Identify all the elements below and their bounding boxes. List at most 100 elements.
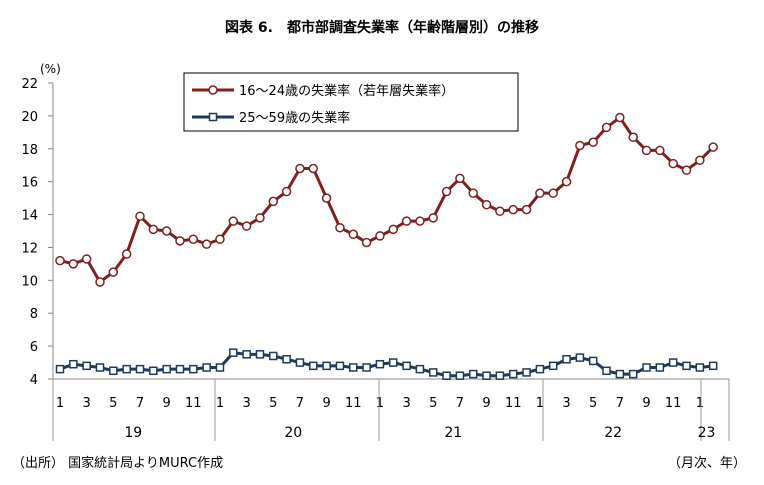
legend-item-2: 25～59歳の失業率 (192, 110, 350, 126)
data-point (508, 369, 518, 379)
data-point (548, 361, 558, 371)
y-axis-unit-label: (%) (40, 62, 61, 76)
source-note: （出所） 国家統計局よりMURC作成 (12, 456, 224, 471)
data-point (241, 221, 252, 231)
data-point (415, 216, 425, 226)
data-point (455, 371, 465, 380)
data-point (455, 173, 465, 184)
data-point (615, 112, 625, 123)
data-point (68, 259, 79, 269)
data-point (148, 224, 159, 235)
x-tick-label: 9 (322, 396, 330, 411)
data-point (162, 364, 171, 374)
data-point (215, 234, 225, 244)
data-point (521, 204, 532, 215)
x-tick-label: 11 (505, 396, 522, 411)
y-tick-label: 10 (21, 274, 38, 289)
data-point (481, 199, 492, 210)
data-point (428, 368, 438, 377)
data-point (55, 364, 65, 374)
x-year-label: 22 (604, 425, 622, 441)
chart-title: 図表 6. 都市部調査失業率（年齢階層別）の推移 (225, 20, 539, 36)
x-year-label: 23 (698, 425, 716, 441)
data-point (321, 193, 332, 203)
data-point (641, 145, 652, 156)
data-point (468, 369, 478, 379)
data-point (482, 371, 491, 380)
data-point (95, 277, 105, 287)
data-point (682, 361, 691, 371)
data-point (349, 363, 358, 372)
data-point (188, 234, 199, 244)
data-point (508, 204, 518, 215)
y-tick-label: 6 (30, 340, 38, 355)
legend: 16～24歳の失業率（若年層失業率） 25～59歳の失業率 (183, 72, 519, 132)
data-point (668, 158, 678, 169)
data-point (295, 163, 305, 174)
x-year-label: 20 (284, 425, 302, 441)
data-point (375, 359, 385, 369)
data-point (122, 364, 131, 374)
data-point (309, 361, 318, 371)
x-tick-label: 9 (642, 396, 650, 411)
y-axis: 4 6 8 10 12 14 16 18 20 22(%) (21, 62, 60, 388)
data-point (535, 364, 545, 374)
data-point (308, 163, 319, 174)
data-point (601, 122, 612, 133)
data-point (95, 363, 105, 372)
x-tick-label: 9 (482, 396, 490, 411)
data-point (135, 364, 145, 374)
x-year-label: 21 (444, 425, 462, 441)
data-point (428, 213, 438, 223)
data-point (628, 132, 638, 143)
data-point (201, 239, 212, 249)
data-point (269, 351, 278, 361)
data-point (242, 350, 251, 359)
x-tick-label: 3 (83, 396, 91, 411)
data-point (388, 224, 398, 235)
series-line (59, 351, 714, 378)
data-point (642, 363, 651, 372)
data-point (615, 369, 625, 379)
data-point (295, 358, 305, 367)
x-tick-label: 3 (402, 396, 410, 411)
data-point (468, 188, 478, 198)
data-point (109, 366, 118, 376)
x-tick-label: 5 (429, 396, 437, 411)
data-point (575, 353, 585, 362)
data-point (82, 361, 91, 371)
legend-swatch-marker (208, 112, 218, 122)
data-point (548, 188, 558, 198)
x-tick-label: 3 (242, 396, 250, 411)
data-point (628, 369, 638, 379)
data-point (708, 142, 718, 152)
x-tick-label: 1 (376, 396, 384, 411)
x-tick-label: 1 (216, 396, 224, 411)
data-point (362, 363, 371, 372)
series-2 (55, 348, 718, 380)
data-point (375, 231, 385, 241)
x-tick-label: 7 (616, 396, 624, 411)
x-tick-label: 1 (696, 396, 704, 411)
data-point (495, 206, 505, 217)
x-tick-label: 1 (56, 396, 64, 411)
data-point (588, 137, 598, 147)
data-point (401, 216, 412, 226)
data-point (348, 229, 359, 240)
data-point (322, 361, 331, 371)
data-point (361, 237, 372, 248)
data-point (268, 196, 279, 207)
x-tick-label: 11 (665, 396, 682, 411)
data-point (655, 145, 665, 156)
data-point (281, 186, 292, 197)
x-year-label: 19 (124, 425, 142, 441)
axis-unit-note: （月次、年） (667, 456, 746, 471)
data-point (681, 165, 692, 175)
x-tick-label: 3 (562, 396, 570, 411)
data-point (668, 358, 678, 367)
y-tick-label: 4 (30, 373, 38, 388)
data-point (335, 361, 345, 371)
data-point (175, 236, 185, 246)
data-point (55, 255, 65, 266)
